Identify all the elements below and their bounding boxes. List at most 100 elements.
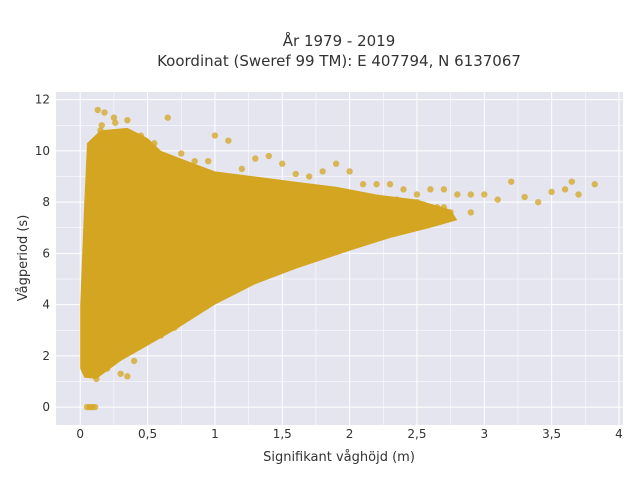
data-point [413,191,421,198]
data-point [117,370,124,377]
data-point [231,211,239,219]
data-point [130,357,138,365]
data-point [218,209,225,216]
data-point [98,122,105,129]
data-point [305,173,313,180]
data-point [97,327,104,334]
data-point [171,173,178,180]
data-point [279,160,286,167]
data-point [272,211,279,219]
data-point [575,191,582,198]
data-point [151,160,158,167]
data-point [548,188,555,196]
data-point [252,183,259,190]
data-point [198,178,205,185]
data-point [440,186,448,193]
data-point [128,219,135,226]
data-point [407,198,414,206]
data-point [191,157,198,165]
data-point [83,360,91,367]
data-point [151,140,158,147]
data-point [90,142,97,149]
data-point [238,165,246,173]
data-point [110,114,118,121]
data-point [148,237,155,244]
data-point [110,173,118,180]
data-point [285,216,293,224]
data-point [420,201,427,208]
data-point [112,119,119,126]
data-point [157,268,165,275]
data-point [144,275,151,283]
data-point [292,170,299,178]
data-point [454,191,461,198]
data-point [141,229,149,237]
data-point [373,196,380,203]
chart-title-line-2: Koordinat (Sweref 99 TM): E 407794, N 61… [157,52,521,70]
data-point [134,224,142,231]
data-points [83,106,598,411]
data-point [561,186,569,193]
y-tick-label: 8 [42,195,50,209]
data-point [346,168,353,175]
data-point [161,229,169,237]
data-point [225,137,232,144]
data-point [305,188,313,196]
data-point [440,204,448,211]
data-point [130,288,138,295]
data-point [346,193,353,201]
y-tick-label: 10 [35,144,50,158]
data-point [400,198,407,206]
data-point [400,186,407,193]
data-point [97,127,104,134]
x-tick-label: 3,5 [542,427,561,441]
data-point [184,250,192,257]
x-tick-label: 0 [76,427,84,441]
x-tick-label: 2 [346,427,354,441]
data-point [521,193,528,201]
data-point [114,211,122,219]
data-point [103,365,111,372]
data-point [211,181,219,188]
data-point [171,260,178,267]
x-tick-label: 1 [211,427,219,441]
y-tick-label: 12 [35,93,50,107]
data-point [90,365,97,372]
data-point [130,344,138,352]
data-point [332,160,340,167]
data-point [252,155,259,162]
x-tick-label: 0,5 [138,427,157,441]
data-point [353,204,360,211]
data-point [299,214,306,221]
data-point [144,155,151,162]
data-point [413,198,421,206]
data-point [366,201,374,208]
data-point [467,209,475,216]
data-point [245,209,252,216]
data-point [103,314,111,321]
chart-title-line-1: År 1979 - 2019 [283,31,396,50]
data-point [238,183,246,190]
data-point [117,301,124,308]
data-point [184,175,192,183]
data-point [93,375,100,383]
x-tick-label: 3 [480,427,488,441]
y-axis-title: Vågperiod (s) [16,215,31,302]
data-point [508,178,515,185]
data-point [188,216,196,224]
data-point [265,152,272,160]
data-point [447,209,454,216]
data-point [211,132,219,139]
data-point [258,206,266,214]
data-point [568,178,576,185]
data-point [121,211,128,219]
data-point [91,403,99,411]
data-point [319,168,326,175]
data-point [373,181,380,188]
data-point [433,204,441,211]
data-point [103,186,111,193]
data-point [182,224,189,231]
x-tick-label: 2,5 [407,427,426,441]
data-point [117,168,124,175]
data-point [202,211,209,219]
